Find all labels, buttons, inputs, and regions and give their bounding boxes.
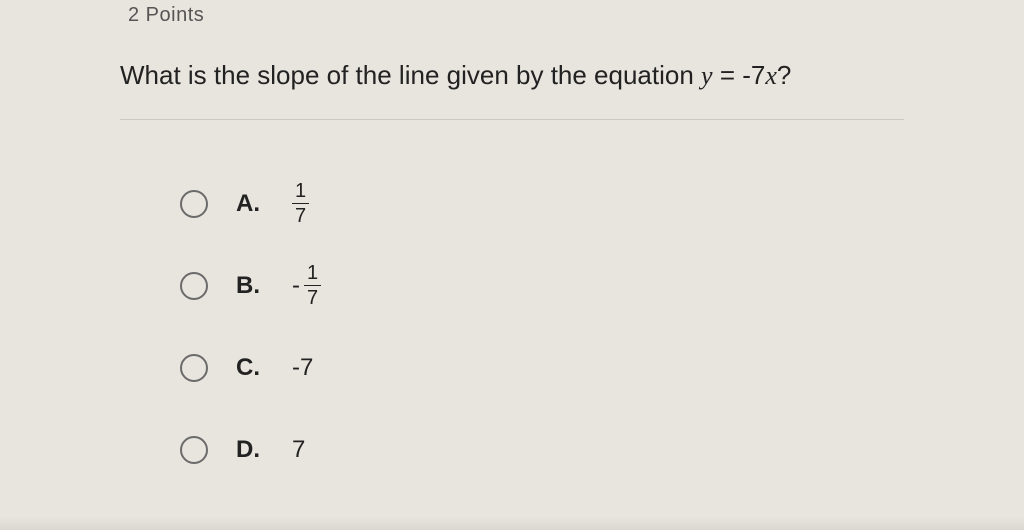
- option-value: - 1 7: [292, 263, 321, 308]
- fraction-numerator: 1: [304, 263, 321, 286]
- equation-var: x: [765, 61, 777, 90]
- question-prefix: What is the slope of the line given by t…: [120, 60, 701, 90]
- equation-lhs: y: [701, 61, 713, 90]
- scan-shadow: [0, 516, 1024, 530]
- option-b[interactable]: B. - 1 7: [180, 262, 904, 310]
- option-letter: D.: [236, 436, 264, 464]
- option-letter: B.: [236, 272, 264, 300]
- quiz-page: 2 Points What is the slope of the line g…: [0, 0, 1024, 474]
- option-value: -7: [292, 354, 313, 382]
- option-c[interactable]: C. -7: [180, 344, 904, 392]
- fraction-numerator: 1: [292, 181, 309, 204]
- fraction-denominator: 7: [292, 204, 309, 226]
- fraction: 1 7: [304, 263, 321, 308]
- equation-coef: -7: [742, 60, 765, 90]
- question-suffix: ?: [777, 60, 791, 90]
- equation-eq: =: [713, 60, 743, 90]
- option-letter: A.: [236, 190, 264, 218]
- radio-icon[interactable]: [180, 436, 208, 464]
- option-value: 7: [292, 436, 305, 464]
- fraction: 1 7: [292, 181, 309, 226]
- radio-icon[interactable]: [180, 272, 208, 300]
- radio-icon[interactable]: [180, 190, 208, 218]
- points-header: 2 Points: [120, 0, 904, 37]
- option-letter: C.: [236, 354, 264, 382]
- option-d[interactable]: D. 7: [180, 426, 904, 474]
- option-value: 1 7: [292, 181, 309, 226]
- negative-sign: -: [292, 272, 300, 300]
- options-list: A. 1 7 B. - 1 7 C. -7: [120, 120, 904, 474]
- option-a[interactable]: A. 1 7: [180, 180, 904, 228]
- question-text: What is the slope of the line given by t…: [120, 37, 904, 120]
- fraction-denominator: 7: [304, 286, 321, 308]
- radio-icon[interactable]: [180, 354, 208, 382]
